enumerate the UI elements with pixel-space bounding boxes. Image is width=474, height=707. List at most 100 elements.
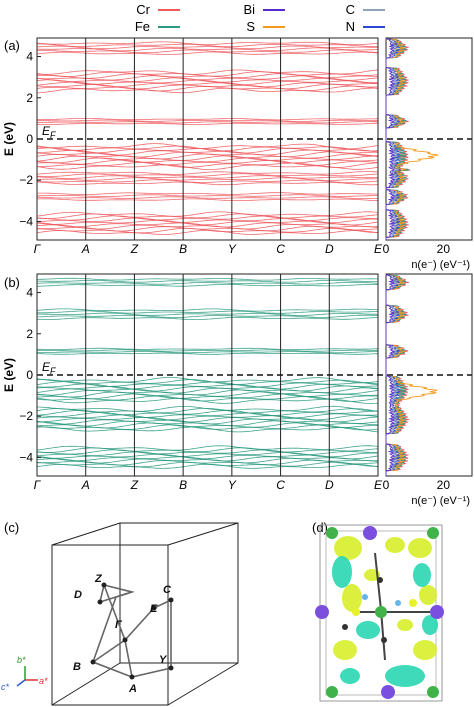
band-line <box>36 43 378 48</box>
band-line <box>36 157 379 164</box>
band-line <box>36 145 379 152</box>
kpoint-label: D <box>325 242 334 256</box>
band-line <box>37 121 379 124</box>
band-line <box>36 45 379 50</box>
kpoint-label: A <box>81 478 90 492</box>
band-line <box>36 377 379 383</box>
band-line <box>36 426 379 433</box>
dos-tick-label: 20 <box>437 478 451 492</box>
band-line <box>37 49 379 54</box>
band-line <box>36 412 379 419</box>
legend-label-bi: Bi <box>243 2 255 17</box>
kpoint-label: Γ <box>34 242 42 256</box>
band-line <box>36 179 379 184</box>
band-line <box>36 181 378 186</box>
y-tick-label: 2 <box>26 327 33 341</box>
band-line <box>36 143 379 150</box>
band-line <box>36 453 379 460</box>
kpoint-label: C <box>276 242 285 256</box>
band-line <box>36 385 379 392</box>
band-line <box>36 314 379 318</box>
band-line <box>36 175 379 179</box>
y-tick-label: 4 <box>26 286 33 300</box>
bz-point-e: E <box>150 603 158 615</box>
band-line <box>37 194 378 197</box>
band-line <box>36 379 379 386</box>
band-line <box>36 395 379 402</box>
kpoint-label: E <box>374 478 383 492</box>
dos-tick-label: 0 <box>383 242 390 256</box>
bz-point-d: D <box>74 589 82 601</box>
fermi-label: EF <box>42 124 56 140</box>
y-tick-label: −2 <box>19 173 33 187</box>
band-line <box>37 312 379 316</box>
band-line <box>37 227 378 234</box>
y-axis-label: E (eV) <box>2 358 16 392</box>
band-line <box>37 122 379 125</box>
panel-label-a: (a) <box>4 38 20 53</box>
kpoint-label: E <box>374 242 383 256</box>
fermi-label: EF <box>42 360 56 376</box>
band-line <box>36 383 379 390</box>
kpoint-label: C <box>276 478 285 492</box>
bz-point-a: A <box>128 683 137 695</box>
y-tick-label: 0 <box>26 368 33 382</box>
band-line <box>36 159 379 166</box>
dos-tick-label: 0 <box>383 478 390 492</box>
band-line <box>36 196 379 199</box>
dos-tick-label: 20 <box>437 242 451 256</box>
band-line <box>36 445 379 451</box>
dos-curve <box>385 38 396 240</box>
y-tick-label: 0 <box>26 132 33 146</box>
legend: Cr Bi C Fe S N <box>135 2 385 34</box>
band-line <box>36 414 379 421</box>
band-line <box>36 381 379 388</box>
band-line <box>36 461 379 468</box>
band-line <box>36 449 379 455</box>
band-line <box>36 277 378 281</box>
y-axis-label: E (eV) <box>2 122 16 156</box>
band-line <box>36 229 379 235</box>
dos-axis-label: n(e⁻) (eV⁻¹) <box>411 495 470 507</box>
band-line <box>37 405 378 412</box>
kpoint-label: Z <box>130 478 139 492</box>
kpoint-label: Y <box>228 242 237 256</box>
band-line <box>36 222 379 228</box>
legend-label-cr: Cr <box>136 2 150 17</box>
band-line <box>36 41 379 45</box>
y-tick-label: 2 <box>26 91 33 105</box>
legend-label-c: C <box>346 2 355 17</box>
band-line <box>36 456 379 462</box>
bz-point-z: Z <box>94 573 103 585</box>
bz-point-y: Y <box>159 654 168 666</box>
bz-point-b: B <box>73 661 81 673</box>
band-line <box>36 447 379 453</box>
band-line <box>36 69 379 75</box>
band-line <box>36 284 378 287</box>
kpoint-label: A <box>81 242 90 256</box>
y-tick-label: −4 <box>19 214 33 228</box>
dos-panel-b: 0 20 n(e⁻) (eV⁻¹) <box>383 273 473 507</box>
band-line <box>37 47 379 52</box>
band-line <box>36 215 378 221</box>
dos-panel-a: 0 20 n(e⁻) (eV⁻¹) <box>383 37 473 271</box>
kpoint-label: Γ <box>34 478 42 492</box>
band-line <box>36 352 379 355</box>
dos-axis-label: n(e⁻) (eV⁻¹) <box>411 259 470 271</box>
band-line <box>36 220 379 226</box>
band-line <box>36 213 379 219</box>
band-line <box>37 119 378 122</box>
band-line <box>37 177 378 181</box>
band-line <box>36 87 379 94</box>
brillouin-zone-diagram: Z C D E Γ B Y A b* c* a* <box>1 522 239 706</box>
axis-b-star: b* <box>17 655 26 665</box>
panel-label-c: (c) <box>4 520 19 535</box>
band-line <box>37 280 378 283</box>
axis-a-star: a* <box>39 676 48 686</box>
y-tick-label: −4 <box>19 450 33 464</box>
kpoint-label: B <box>179 242 187 256</box>
band-line <box>36 211 379 217</box>
band-line <box>37 162 378 168</box>
